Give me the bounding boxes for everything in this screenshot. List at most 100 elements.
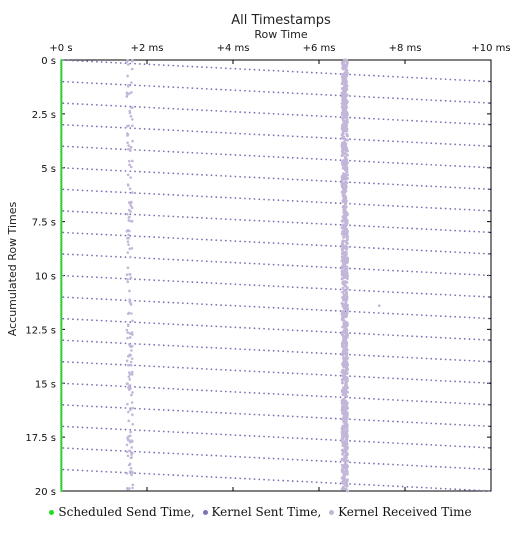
kernel-received-point bbox=[343, 223, 347, 227]
kernel-sent-point bbox=[406, 162, 409, 165]
kernel-sent-point bbox=[454, 121, 457, 124]
kernel-received-point bbox=[345, 411, 349, 415]
kernel-sent-point bbox=[91, 448, 93, 451]
kernel-sent-point bbox=[454, 359, 457, 361]
kernel-sent-point bbox=[100, 405, 103, 408]
kernel-received-point bbox=[345, 348, 349, 352]
kernel-sent-point bbox=[454, 272, 457, 275]
kernel-received-point bbox=[343, 314, 347, 318]
kernel-sent-point bbox=[234, 304, 237, 307]
kernel-sent-point bbox=[138, 235, 141, 238]
kernel-sent-point bbox=[315, 265, 318, 268]
kernel-sent-point bbox=[196, 173, 199, 176]
kernel-sent-point bbox=[387, 355, 390, 358]
scheduled-send-point bbox=[60, 468, 63, 471]
kernel-sent-point bbox=[272, 91, 275, 94]
kernel-received-point bbox=[342, 401, 346, 405]
kernel-sent-point bbox=[91, 319, 93, 322]
kernel-received-point bbox=[125, 359, 129, 363]
kernel-sent-point bbox=[416, 270, 418, 273]
kernel-sent-point bbox=[220, 217, 222, 220]
kernel-sent-point bbox=[334, 202, 337, 204]
kernel-sent-point bbox=[377, 333, 380, 336]
kernel-sent-point bbox=[253, 327, 256, 330]
kernel-sent-point bbox=[105, 82, 108, 85]
scheduled-send-point bbox=[60, 455, 63, 458]
kernel-sent-point bbox=[267, 285, 270, 287]
kernel-sent-point bbox=[229, 390, 232, 393]
kernel-sent-point bbox=[416, 120, 418, 122]
kernel-sent-point bbox=[382, 312, 385, 315]
kernel-sent-point bbox=[76, 404, 79, 407]
kernel-received-point bbox=[344, 389, 348, 393]
kernel-sent-point bbox=[353, 440, 356, 442]
kernel-sent-point bbox=[387, 161, 390, 164]
kernel-sent-point bbox=[363, 246, 366, 249]
kernel-sent-point bbox=[282, 479, 285, 482]
kernel-sent-point bbox=[119, 406, 122, 409]
kernel-sent-point bbox=[353, 375, 356, 378]
kernel-sent-point bbox=[401, 442, 404, 445]
kernel-sent-point bbox=[263, 112, 265, 115]
kernel-received-point bbox=[344, 340, 348, 344]
kernel-sent-point bbox=[91, 146, 93, 149]
kernel-sent-point bbox=[392, 420, 394, 423]
kernel-sent-point bbox=[239, 154, 242, 157]
kernel-sent-point bbox=[191, 388, 194, 391]
kernel-sent-point bbox=[138, 429, 141, 432]
x-tick-label: +8 ms bbox=[389, 43, 422, 54]
kernel-sent-point bbox=[334, 223, 337, 226]
kernel-sent-point bbox=[172, 474, 175, 476]
kernel-sent-point bbox=[248, 434, 251, 437]
kernel-sent-point bbox=[315, 287, 318, 290]
kernel-sent-point bbox=[263, 69, 265, 72]
scheduled-send-point bbox=[60, 166, 63, 169]
kernel-received-point bbox=[345, 464, 349, 468]
kernel-sent-point bbox=[162, 452, 165, 454]
kernel-received-point bbox=[127, 438, 131, 442]
kernel-sent-point bbox=[100, 319, 103, 322]
kernel-sent-point bbox=[153, 128, 156, 131]
kernel-sent-point bbox=[224, 261, 227, 264]
kernel-sent-point bbox=[277, 285, 280, 288]
kernel-sent-point bbox=[339, 482, 342, 485]
kernel-sent-point bbox=[406, 184, 409, 187]
kernel-sent-point bbox=[267, 198, 270, 201]
kernel-sent-point bbox=[234, 477, 237, 480]
kernel-sent-point bbox=[272, 285, 275, 288]
kernel-sent-point bbox=[334, 374, 337, 377]
kernel-sent-point bbox=[363, 182, 366, 184]
kernel-received-point bbox=[345, 376, 349, 380]
kernel-sent-point bbox=[478, 467, 480, 470]
kernel-sent-point bbox=[425, 206, 428, 209]
kernel-sent-point bbox=[224, 175, 227, 177]
kernel-sent-point bbox=[100, 255, 103, 257]
kernel-sent-point bbox=[353, 461, 356, 464]
kernel-received-point bbox=[127, 419, 131, 423]
kernel-sent-point bbox=[62, 59, 65, 62]
kernel-received-point bbox=[340, 252, 344, 256]
scheduled-send-point bbox=[60, 453, 63, 456]
kernel-sent-point bbox=[253, 370, 256, 373]
kernel-received-point bbox=[129, 303, 133, 306]
kernel-sent-point bbox=[277, 69, 280, 72]
kernel-sent-point bbox=[258, 90, 261, 93]
kernel-sent-point bbox=[487, 339, 490, 341]
kernel-sent-point bbox=[334, 482, 337, 485]
kernel-sent-point bbox=[143, 127, 146, 130]
kernel-sent-point bbox=[253, 478, 256, 481]
legend-item-scheduled: Scheduled Send Time, bbox=[49, 505, 195, 519]
kernel-sent-point bbox=[72, 253, 74, 256]
kernel-sent-point bbox=[191, 432, 194, 434]
kernel-sent-point bbox=[330, 438, 332, 441]
scheduled-send-point bbox=[60, 425, 63, 428]
kernel-sent-point bbox=[205, 131, 208, 133]
kernel-sent-point bbox=[100, 233, 103, 236]
kernel-sent-point bbox=[320, 115, 323, 118]
kernel-sent-point bbox=[420, 378, 423, 381]
scheduled-send-point bbox=[60, 181, 63, 184]
kernel-received-point bbox=[343, 58, 347, 62]
kernel-sent-point bbox=[425, 142, 428, 144]
kernel-sent-point bbox=[373, 225, 375, 228]
kernel-received-point bbox=[127, 219, 131, 222]
